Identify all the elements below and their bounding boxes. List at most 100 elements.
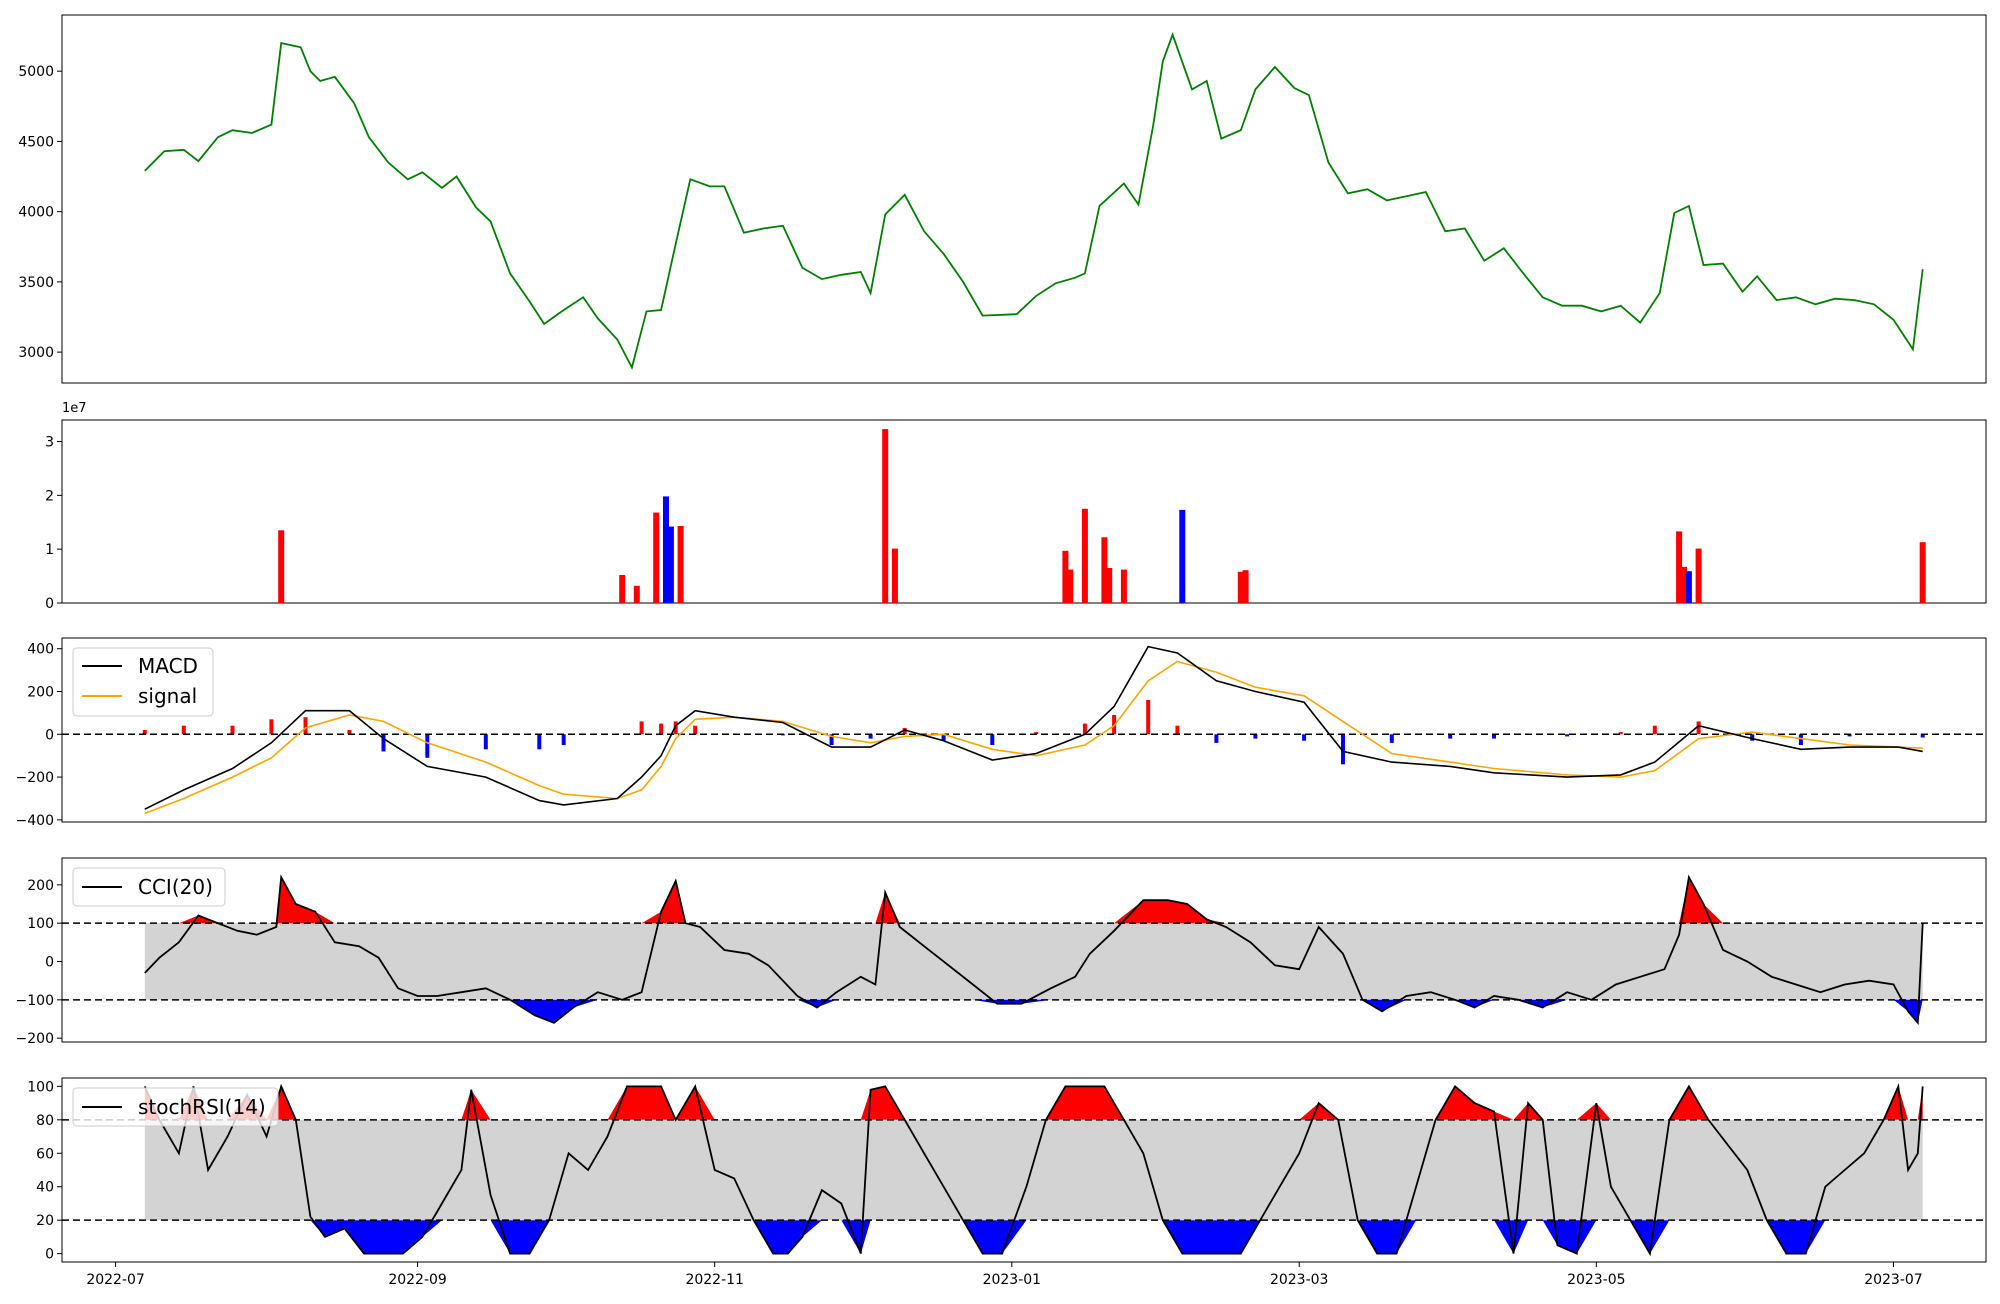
cci-ytick-label: 0 bbox=[45, 955, 54, 971]
volume-bar bbox=[1919, 542, 1926, 603]
cci-overbought-fill bbox=[144, 877, 1923, 924]
volume-bar bbox=[1676, 531, 1683, 603]
macd-histogram-bar bbox=[829, 734, 834, 745]
macd-line bbox=[144, 645, 1923, 810]
volume-ytick-label: 2 bbox=[45, 488, 54, 504]
xtick-label: 2023-03 bbox=[1270, 1272, 1329, 1288]
macd-histogram-bar bbox=[537, 734, 542, 750]
price-ytick-label: 5000 bbox=[18, 64, 54, 80]
volume-bar bbox=[1120, 569, 1127, 603]
volume-bar bbox=[1681, 566, 1687, 603]
macd-histogram-bar bbox=[1302, 734, 1307, 741]
stochrsi-oversold-fill bbox=[144, 1220, 1923, 1254]
volume-bar bbox=[1695, 548, 1702, 603]
volume-bar bbox=[1101, 537, 1108, 603]
stochrsi-line bbox=[143, 1082, 1924, 1257]
volume-bar bbox=[677, 526, 684, 603]
macd-histogram-bar bbox=[1618, 732, 1623, 735]
cci-legend: CCI(20) bbox=[72, 867, 226, 907]
cci-legend-label: CCI(20) bbox=[138, 875, 213, 899]
volume-frame bbox=[61, 419, 1987, 604]
macd-histogram-bar bbox=[483, 734, 488, 750]
macd-histogram-bar bbox=[659, 723, 664, 735]
volume-bar bbox=[891, 548, 898, 603]
macd-histogram-bar bbox=[1146, 700, 1151, 735]
volume-bar bbox=[278, 530, 285, 603]
volume-bar bbox=[663, 496, 669, 603]
stochrsi-ytick-label: 20 bbox=[36, 1213, 54, 1229]
stochrsi-overbought-fill bbox=[144, 1086, 1923, 1120]
macd-ytick-label: 200 bbox=[27, 684, 54, 700]
stochrsi-band bbox=[144, 1119, 1923, 1221]
stochrsi-legend-label: stochRSI(14) bbox=[138, 1095, 266, 1119]
macd-histogram-bar bbox=[347, 730, 352, 735]
volume-axis-multiplier: 1e7 bbox=[62, 401, 87, 416]
macd-ytick-label: 0 bbox=[45, 727, 54, 743]
xtick-label: 2022-07 bbox=[86, 1272, 145, 1288]
volume-bar bbox=[667, 526, 674, 603]
macd-histogram-bar bbox=[1175, 725, 1180, 735]
cci-line bbox=[144, 874, 1924, 1026]
cci-ytick-label: 200 bbox=[27, 878, 54, 894]
macd-histogram-bar bbox=[1034, 732, 1039, 735]
cci-ytick-label: 100 bbox=[27, 916, 54, 932]
macd-histogram-bar bbox=[941, 734, 946, 741]
volume-ytick-label: 0 bbox=[45, 596, 54, 612]
volume-bar bbox=[1179, 509, 1186, 603]
macd-histogram-bar bbox=[1847, 734, 1852, 737]
macd-histogram-bar bbox=[639, 721, 644, 735]
macd-legend-label: signal bbox=[138, 684, 197, 708]
price-frame bbox=[61, 14, 1987, 384]
macd-histogram-bar bbox=[990, 734, 995, 745]
price-ytick-label: 4000 bbox=[18, 205, 54, 221]
volume-bar bbox=[882, 429, 889, 603]
volume-bar bbox=[653, 512, 660, 603]
stochrsi-ytick-label: 100 bbox=[27, 1079, 54, 1095]
volume-bar bbox=[633, 585, 640, 603]
cci-band bbox=[144, 923, 1923, 1000]
macd-histogram-bar bbox=[1798, 734, 1803, 745]
macd-histogram-bar bbox=[1389, 734, 1394, 743]
cci-legend-box bbox=[72, 867, 226, 907]
stochrsi-legend: stochRSI(14) bbox=[72, 1087, 279, 1127]
macd-histogram-bar bbox=[1253, 734, 1258, 739]
macd-ytick-label: 400 bbox=[27, 642, 54, 658]
cci-ytick-label: −100 bbox=[16, 993, 54, 1009]
volume-bar bbox=[1685, 571, 1692, 603]
volume-bar bbox=[1237, 571, 1244, 603]
macd-histogram-bar bbox=[269, 719, 274, 735]
macd-histogram-bar bbox=[303, 717, 308, 735]
macd-histogram-bar bbox=[693, 725, 698, 735]
volume-ytick-label: 1 bbox=[45, 542, 54, 558]
macd-histogram-bar bbox=[381, 734, 386, 752]
macd-histogram-bar bbox=[1082, 723, 1087, 735]
volume-bar bbox=[1106, 568, 1113, 603]
macd-legend-label: MACD bbox=[138, 654, 198, 678]
stochrsi-ytick-label: 60 bbox=[36, 1146, 54, 1162]
macd-histogram-bar bbox=[1214, 734, 1219, 743]
macd-ytick-label: −400 bbox=[16, 813, 54, 829]
xtick-label: 2022-11 bbox=[685, 1272, 744, 1288]
stochrsi-frame bbox=[61, 1077, 1987, 1263]
price-line bbox=[144, 32, 1924, 370]
macd-frame bbox=[61, 637, 1987, 823]
macd-histogram-bar bbox=[1750, 734, 1755, 741]
volume-bar bbox=[1242, 570, 1249, 603]
macd-histogram-bar bbox=[142, 730, 147, 735]
macd-histogram-bar bbox=[1492, 734, 1496, 739]
signal-line bbox=[144, 660, 1923, 815]
volume-bar bbox=[619, 575, 626, 603]
xtick-label: 2023-07 bbox=[1864, 1272, 1923, 1288]
xtick-label: 2022-09 bbox=[388, 1272, 447, 1288]
xtick-label: 2023-01 bbox=[983, 1272, 1042, 1288]
macd-histogram-bar bbox=[561, 734, 566, 745]
macd-histogram-bar bbox=[868, 734, 873, 739]
volume-ytick-label: 3 bbox=[45, 435, 54, 451]
macd-histogram-bar bbox=[1652, 725, 1657, 735]
stochrsi-ytick-label: 80 bbox=[36, 1113, 54, 1129]
volume-bar bbox=[1067, 569, 1074, 603]
macd-histogram-bar bbox=[425, 734, 430, 758]
macd-histogram-bar bbox=[673, 721, 678, 735]
